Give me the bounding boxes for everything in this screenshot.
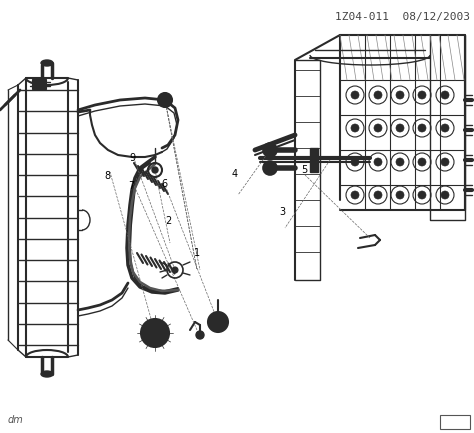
Circle shape (351, 191, 359, 199)
Circle shape (418, 191, 426, 199)
Circle shape (441, 158, 449, 166)
Circle shape (441, 124, 449, 132)
Circle shape (147, 325, 163, 341)
Circle shape (418, 158, 426, 166)
Circle shape (396, 158, 404, 166)
Ellipse shape (43, 372, 51, 376)
Circle shape (418, 91, 426, 99)
Circle shape (213, 317, 223, 327)
Text: 4: 4 (232, 169, 238, 179)
Text: dm: dm (8, 415, 24, 425)
Circle shape (351, 124, 359, 132)
Circle shape (151, 329, 159, 337)
Text: 1: 1 (194, 248, 200, 258)
Circle shape (418, 124, 426, 132)
Text: 6: 6 (161, 179, 167, 189)
Bar (440, 415, 470, 429)
Text: 2: 2 (165, 216, 171, 226)
Circle shape (351, 91, 359, 99)
Circle shape (396, 191, 404, 199)
Text: 8: 8 (104, 171, 110, 181)
Ellipse shape (41, 371, 53, 377)
Circle shape (374, 91, 382, 99)
Circle shape (396, 124, 404, 132)
Circle shape (441, 91, 449, 99)
Circle shape (374, 158, 382, 166)
Circle shape (141, 319, 169, 347)
Circle shape (172, 267, 178, 273)
Circle shape (351, 158, 359, 166)
Bar (32, 79, 46, 89)
Circle shape (152, 167, 158, 173)
Ellipse shape (41, 60, 53, 66)
Circle shape (196, 331, 204, 339)
Circle shape (263, 161, 277, 175)
Circle shape (162, 97, 168, 103)
Bar (310, 148, 318, 172)
Text: 7: 7 (128, 181, 134, 191)
Circle shape (374, 124, 382, 132)
Circle shape (158, 93, 172, 107)
Text: 5: 5 (301, 165, 307, 175)
Text: 3: 3 (279, 207, 285, 217)
Circle shape (267, 147, 273, 153)
Circle shape (263, 143, 277, 157)
Ellipse shape (43, 61, 51, 65)
Circle shape (374, 191, 382, 199)
Circle shape (208, 312, 228, 332)
Circle shape (441, 191, 449, 199)
Circle shape (396, 91, 404, 99)
Text: 9: 9 (129, 153, 135, 163)
Text: 1Z04-011  08/12/2003: 1Z04-011 08/12/2003 (335, 12, 470, 22)
Circle shape (267, 165, 273, 171)
